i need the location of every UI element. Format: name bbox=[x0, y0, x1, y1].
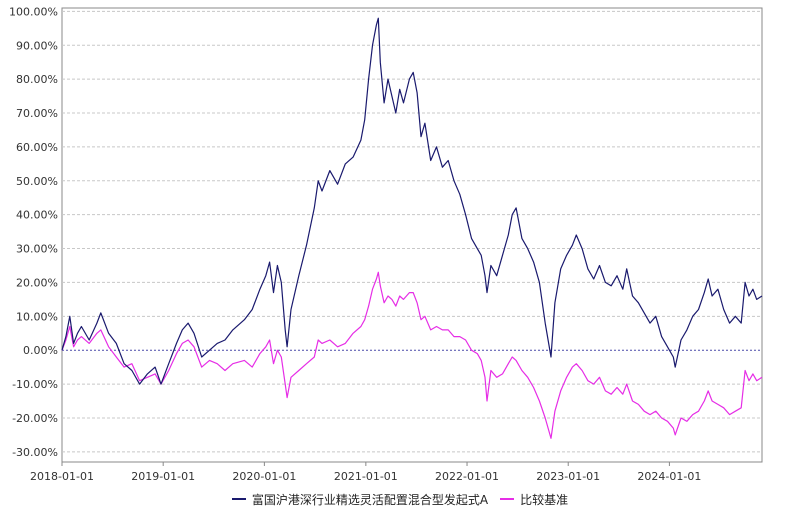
x-tick-label: 2023-01-01 bbox=[536, 470, 600, 483]
legend-swatch-benchmark bbox=[500, 498, 515, 500]
series-line-0 bbox=[61, 17, 763, 385]
legend: 富国沪港深行业精选灵活配置混合型发起式A 比较基准 bbox=[0, 488, 800, 510]
line-chart: 100.00% 90.00% 80.00% 70.00% 60.00% 50.00% 40.… bbox=[9, 5, 763, 483]
x-tick-label: 2024-01-01 bbox=[637, 470, 701, 483]
y-tick-label: 10.00% bbox=[16, 310, 58, 323]
y-tick-label: 80.00% bbox=[16, 73, 58, 86]
legend-swatch-fund bbox=[231, 498, 246, 500]
x-tick-label: 2022-01-01 bbox=[435, 470, 499, 483]
x-tick-label: 2020-01-01 bbox=[232, 470, 296, 483]
y-tick-label: 90.00% bbox=[16, 39, 58, 52]
y-tick-label: 60.00% bbox=[16, 141, 58, 154]
y-tick-label: 40.00% bbox=[16, 209, 58, 222]
y-tick-label: 50.00% bbox=[16, 175, 58, 188]
legend-label-benchmark: 比较基准 bbox=[520, 492, 569, 507]
x-tick-label: 2018-01-01 bbox=[30, 470, 94, 483]
legend-item-benchmark: 比较基准 bbox=[500, 491, 568, 508]
x-tick-label: 2021-01-01 bbox=[334, 470, 398, 483]
y-tick-label: 70.00% bbox=[16, 107, 58, 120]
y-tick-label: 20.00% bbox=[16, 276, 58, 289]
plot-frame bbox=[61, 7, 763, 463]
grid-layer bbox=[62, 10, 762, 453]
series-line-1 bbox=[61, 271, 763, 439]
y-tick-label: -20.00% bbox=[12, 412, 58, 425]
x-axis-tick-labels: 2018-01-01 2019-01-01 2020-01-01 2021-01-01… bbox=[30, 462, 701, 483]
y-tick-label: 30.00% bbox=[16, 243, 58, 256]
y-tick-label: 0.00% bbox=[23, 344, 58, 357]
legend-label-fund: 富国沪港深行业精选灵活配置混合型发起式A bbox=[251, 492, 489, 507]
x-tick-label: 2019-01-01 bbox=[131, 470, 195, 483]
legend-item-fund: 富国沪港深行业精选灵活配置混合型发起式A bbox=[231, 491, 489, 508]
y-tick-label: 100.00% bbox=[9, 5, 58, 18]
series-layer bbox=[61, 17, 763, 439]
y-tick-label: -30.00% bbox=[12, 446, 58, 459]
y-axis-tick-labels: 100.00% 90.00% 80.00% 70.00% 60.00% 50.00% 40.… bbox=[9, 5, 58, 458]
y-tick-label: -10.00% bbox=[12, 378, 58, 391]
